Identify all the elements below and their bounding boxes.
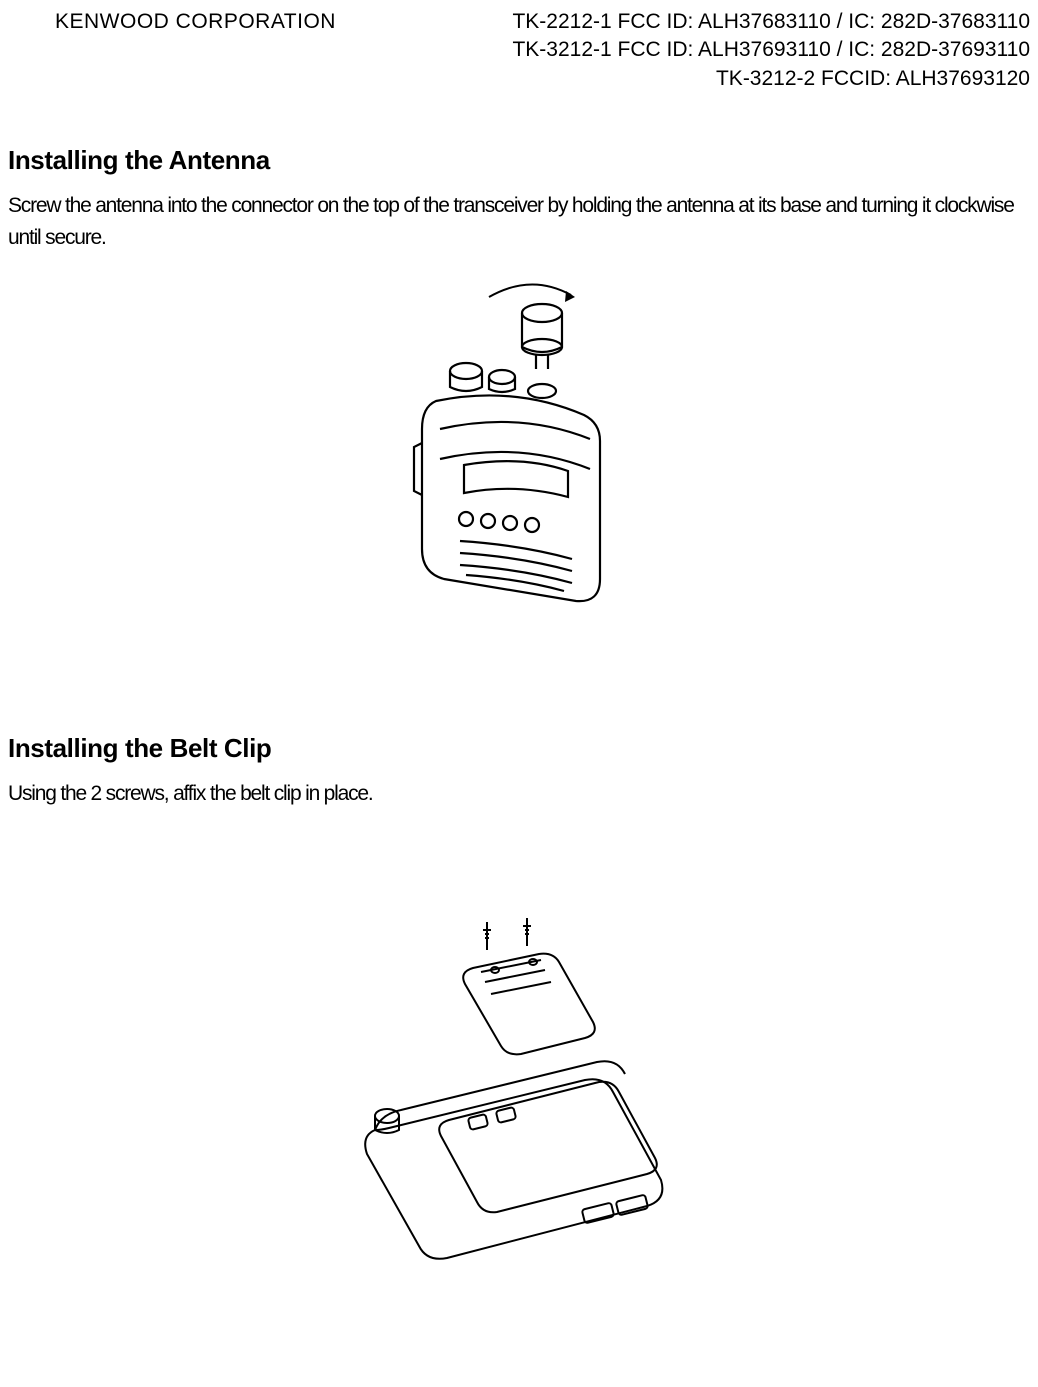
figure-beltclip	[329, 910, 709, 1270]
figure-antenna-wrap	[8, 273, 1030, 613]
model-id-block: TK-2212-1 FCC ID: ALH37683110 / IC: 282D…	[512, 8, 1030, 93]
section-text-beltclip: Using the 2 screws, affix the belt clip …	[8, 778, 1030, 810]
page-header: KENWOOD CORPORATION TK-2212-1 FCC ID: AL…	[0, 8, 1038, 93]
antenna-diagram-icon	[354, 273, 684, 613]
section-heading-beltclip: Installing the Belt Clip	[8, 733, 1030, 764]
section-text-antenna: Screw the antenna into the connector on …	[8, 190, 1030, 253]
model-line-2: TK-3212-1 FCC ID: ALH37693110 / IC: 282D…	[512, 36, 1030, 64]
company-name: KENWOOD CORPORATION	[55, 8, 336, 34]
figure-beltclip-wrap	[8, 910, 1030, 1270]
page-content: Installing the Antenna Screw the antenna…	[0, 145, 1038, 1270]
section-heading-antenna: Installing the Antenna	[8, 145, 1030, 176]
model-line-3: TK-3212-2 FCCID: ALH37693120	[512, 65, 1030, 93]
beltclip-diagram-icon	[329, 910, 709, 1270]
model-line-1: TK-2212-1 FCC ID: ALH37683110 / IC: 282D…	[512, 8, 1030, 36]
figure-antenna	[354, 273, 684, 613]
